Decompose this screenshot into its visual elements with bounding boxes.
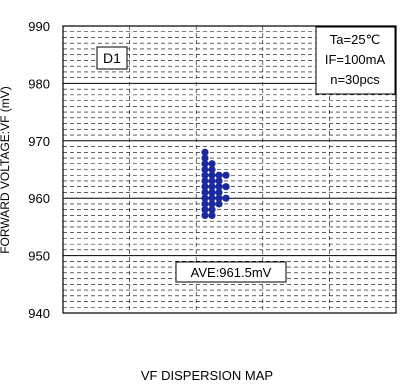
data-point (222, 183, 230, 191)
data-point (201, 200, 209, 208)
data-point (201, 165, 209, 174)
y-axis-label: FORWARD VOLTAGE:VF (mV) (0, 86, 12, 254)
condition-sample-count: n=30pcs (330, 72, 380, 87)
data-point (208, 211, 216, 220)
data-point (208, 206, 216, 214)
data-point (201, 188, 209, 197)
data-point (208, 194, 216, 202)
condition-current: IF=100mA (325, 52, 386, 67)
y-tick-label: 960 (28, 191, 50, 206)
y-tick-label: 940 (28, 306, 50, 321)
data-point (201, 154, 209, 162)
data-point (215, 194, 223, 202)
data-point (208, 200, 216, 208)
chart-caption: VF DISPERSION MAP (140, 368, 274, 383)
panel-label-box: D1 (96, 46, 128, 70)
data-point (208, 165, 216, 174)
data-point (201, 206, 209, 214)
data-point (215, 171, 223, 179)
average-label: AVE:961.5mV (191, 265, 272, 280)
data-point (201, 148, 209, 156)
y-tick-label: 970 (28, 134, 50, 149)
plot-frame (62, 25, 397, 314)
data-points (201, 148, 230, 220)
data-point (201, 194, 209, 202)
y-tick-label: 950 (28, 249, 50, 264)
data-point (201, 183, 209, 191)
y-axis-ticks: 940 950 960 970 980 990 (28, 19, 50, 321)
conditions-box: Ta=25℃ IF=100mA n=30pcs (315, 26, 396, 95)
panel-label: D1 (103, 50, 121, 66)
data-point (208, 183, 216, 191)
data-point (208, 177, 216, 185)
data-point (208, 188, 216, 197)
data-point (215, 177, 223, 185)
data-point (215, 183, 223, 191)
data-point (215, 200, 223, 208)
data-point (201, 160, 209, 168)
data-point (201, 171, 209, 179)
data-point (222, 194, 230, 202)
y-tick-label: 990 (28, 19, 50, 34)
data-point (215, 188, 223, 197)
y-tick-label: 980 (28, 76, 50, 91)
average-box: AVE:961.5mV (175, 261, 287, 283)
condition-temperature: Ta=25℃ (330, 32, 380, 47)
data-point (208, 160, 216, 168)
data-point (201, 211, 209, 220)
data-point (222, 171, 230, 179)
data-point (208, 171, 216, 179)
data-point (201, 177, 209, 185)
